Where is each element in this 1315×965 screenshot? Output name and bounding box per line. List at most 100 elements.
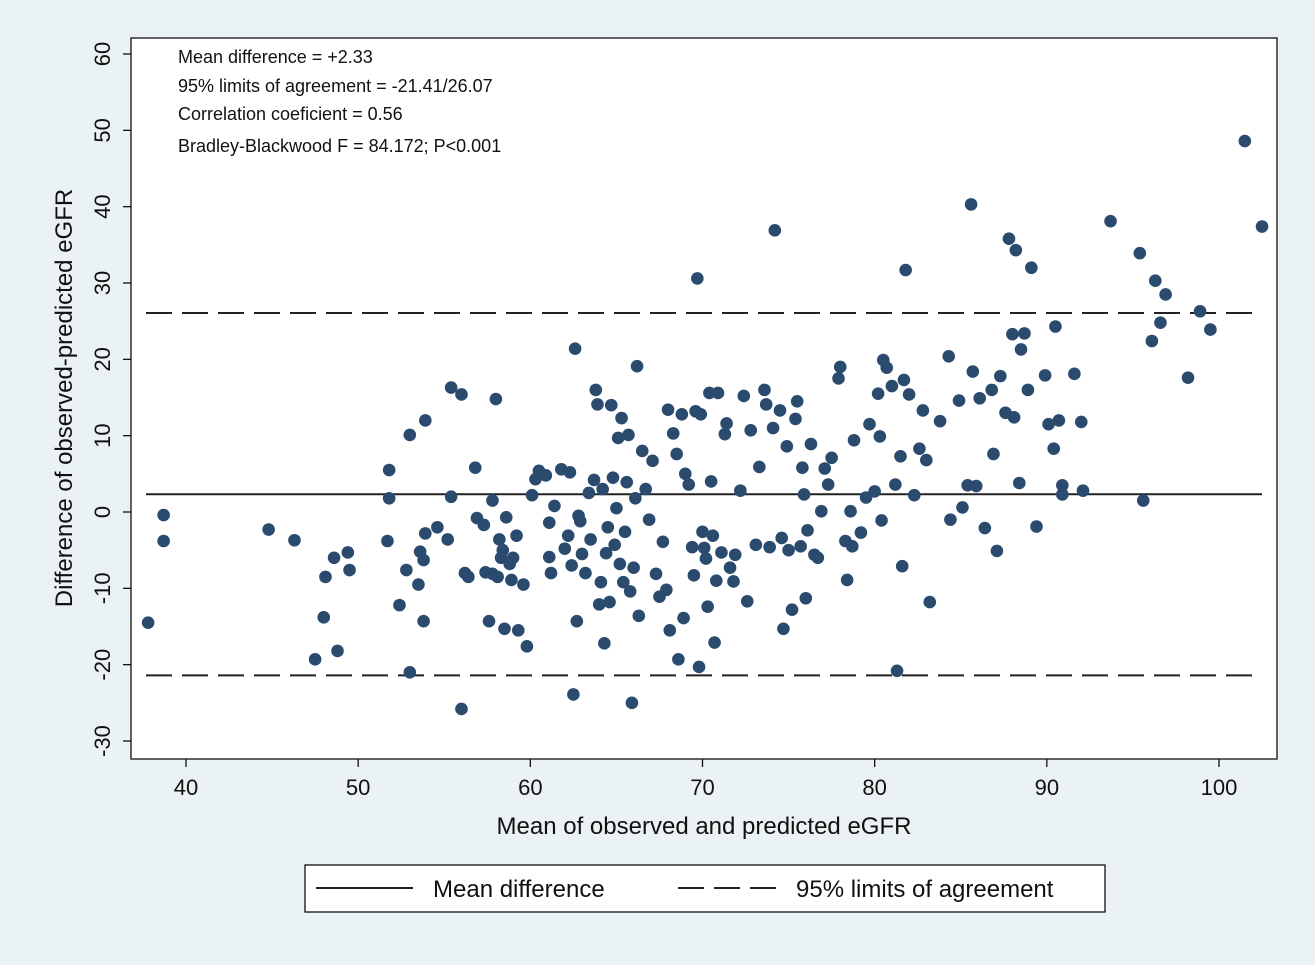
data-point (890, 664, 904, 678)
data-point (520, 640, 534, 653)
data-point (1002, 232, 1016, 246)
data-point (844, 504, 857, 518)
data-point (623, 585, 637, 598)
data-point (777, 622, 790, 636)
data-point (661, 403, 675, 417)
data-point (718, 427, 732, 441)
data-point (431, 520, 444, 534)
data-point (740, 595, 754, 608)
data-point (603, 595, 616, 609)
data-point (825, 451, 838, 465)
data-point (663, 624, 677, 637)
data-point (505, 573, 518, 587)
data-point (889, 478, 902, 491)
data-point (804, 437, 818, 451)
data-point (1204, 323, 1217, 336)
data-point (444, 490, 458, 504)
data-point (907, 488, 921, 502)
x-tick-label: 100 (1201, 775, 1238, 800)
data-point (1238, 134, 1252, 148)
y-tick-label: 20 (90, 347, 115, 371)
data-point (847, 433, 861, 447)
data-point (782, 543, 795, 557)
data-point (639, 482, 652, 496)
data-point (969, 479, 983, 493)
data-point (734, 484, 747, 497)
data-point (706, 529, 720, 542)
data-point (1018, 327, 1031, 340)
data-point (1193, 304, 1207, 318)
data-point (482, 614, 496, 628)
data-point (789, 412, 802, 426)
data-point (923, 595, 937, 609)
data-point (720, 417, 733, 430)
data-point (444, 381, 458, 394)
y-tick-label: 40 (90, 194, 115, 218)
data-point (617, 575, 630, 589)
data-point (801, 524, 814, 537)
data-point (964, 198, 978, 211)
data-point (703, 386, 716, 400)
data-point (548, 499, 561, 513)
data-point (157, 508, 170, 522)
data-point (568, 342, 582, 355)
data-point (591, 398, 604, 411)
data-point (1006, 327, 1019, 341)
data-point (262, 523, 275, 536)
data-point (157, 534, 170, 548)
data-point (966, 365, 980, 378)
data-point (758, 383, 771, 397)
data-point (539, 469, 553, 482)
data-point (1181, 371, 1195, 384)
data-point (525, 488, 539, 502)
data-point (894, 449, 907, 463)
plot-region-background (130, 37, 1278, 760)
data-point (704, 475, 718, 488)
data-point (773, 404, 787, 417)
data-point (832, 372, 845, 385)
data-point (942, 349, 955, 363)
data-point (709, 574, 723, 587)
data-point (412, 578, 425, 591)
data-point (403, 428, 417, 442)
y-tick-label: 30 (90, 271, 115, 295)
data-point (685, 540, 699, 554)
data-point (916, 404, 930, 417)
data-point (558, 542, 572, 555)
data-point (606, 471, 620, 484)
annotation-block: Mean difference = +2.33 95% limits of ag… (178, 47, 501, 156)
data-point (1074, 415, 1088, 429)
y-tick-label: 50 (90, 118, 115, 142)
x-tick-label: 90 (1035, 775, 1059, 800)
y-tick-label: 10 (90, 423, 115, 447)
data-point (613, 557, 627, 571)
data-point (620, 475, 634, 489)
data-point (871, 387, 885, 400)
data-point (561, 529, 575, 542)
data-point (1014, 343, 1028, 356)
data-point (696, 525, 709, 539)
x-tick-label: 80 (862, 775, 886, 800)
data-point (811, 551, 825, 565)
data-point (1038, 369, 1052, 382)
data-point (1255, 220, 1269, 233)
data-point (630, 359, 644, 373)
data-point (670, 447, 683, 461)
data-point (913, 442, 926, 455)
data-point (744, 424, 758, 437)
data-point (677, 611, 690, 625)
legend: Mean difference 95% limits of agreement (304, 864, 1106, 913)
data-point (635, 444, 649, 458)
data-point (994, 369, 1007, 383)
data-point (584, 533, 597, 546)
data-point (618, 525, 632, 539)
data-point (873, 430, 887, 443)
data-point (763, 540, 776, 554)
data-point (629, 491, 642, 505)
data-point (840, 573, 854, 587)
data-point (1052, 414, 1066, 427)
data-point (611, 431, 625, 445)
data-point (506, 551, 520, 565)
data-point (393, 598, 406, 612)
